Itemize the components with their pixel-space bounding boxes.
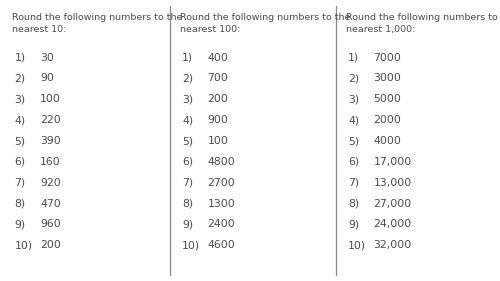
Text: Round the following numbers to the
nearest 1,000:: Round the following numbers to the neare… — [346, 13, 500, 34]
Text: 90: 90 — [40, 73, 54, 83]
Text: 700: 700 — [208, 73, 229, 83]
Text: 10): 10) — [14, 240, 32, 250]
Text: 5): 5) — [348, 136, 359, 146]
Text: 400: 400 — [208, 53, 229, 63]
Text: 9): 9) — [182, 219, 193, 229]
Text: 5): 5) — [14, 136, 26, 146]
Text: 24,000: 24,000 — [374, 219, 412, 229]
Text: 7): 7) — [14, 178, 26, 188]
Text: 100: 100 — [208, 136, 229, 146]
Text: 960: 960 — [40, 219, 61, 229]
Text: 4000: 4000 — [374, 136, 402, 146]
Text: 2): 2) — [182, 73, 193, 83]
Text: 390: 390 — [40, 136, 61, 146]
Text: 5000: 5000 — [374, 94, 402, 104]
Text: 9): 9) — [348, 219, 359, 229]
Text: Round the following numbers to the
nearest 10:: Round the following numbers to the neare… — [12, 13, 183, 34]
Text: 920: 920 — [40, 178, 61, 188]
Text: 9): 9) — [14, 219, 26, 229]
Text: 1300: 1300 — [208, 199, 236, 209]
Text: 220: 220 — [40, 115, 61, 125]
Text: 10): 10) — [348, 240, 366, 250]
Text: 6): 6) — [348, 157, 359, 167]
Text: 900: 900 — [208, 115, 229, 125]
Text: 6): 6) — [14, 157, 26, 167]
Text: 2700: 2700 — [208, 178, 236, 188]
Text: 1): 1) — [182, 53, 193, 63]
Text: 4600: 4600 — [208, 240, 236, 250]
Text: 32,000: 32,000 — [374, 240, 412, 250]
Text: 10): 10) — [182, 240, 200, 250]
Text: 13,000: 13,000 — [374, 178, 412, 188]
Text: 7000: 7000 — [374, 53, 402, 63]
Text: 2000: 2000 — [374, 115, 402, 125]
Text: 8): 8) — [182, 199, 193, 209]
Text: 200: 200 — [208, 94, 229, 104]
Text: 200: 200 — [40, 240, 61, 250]
Text: 3): 3) — [182, 94, 193, 104]
Text: 3): 3) — [14, 94, 26, 104]
Text: 100: 100 — [40, 94, 61, 104]
Text: 160: 160 — [40, 157, 61, 167]
Text: 3000: 3000 — [374, 73, 402, 83]
Text: Round the following numbers to the
nearest 100:: Round the following numbers to the neare… — [180, 13, 350, 34]
Text: 7): 7) — [182, 178, 193, 188]
Text: 3): 3) — [348, 94, 359, 104]
Text: 6): 6) — [182, 157, 193, 167]
Text: 17,000: 17,000 — [374, 157, 412, 167]
Text: 1): 1) — [348, 53, 359, 63]
Text: 1): 1) — [14, 53, 26, 63]
Text: 30: 30 — [40, 53, 54, 63]
Text: 2): 2) — [348, 73, 359, 83]
Text: 7): 7) — [348, 178, 359, 188]
Text: 4): 4) — [14, 115, 26, 125]
Text: 8): 8) — [14, 199, 26, 209]
Text: 2): 2) — [14, 73, 26, 83]
Text: 4): 4) — [348, 115, 359, 125]
Text: 2400: 2400 — [208, 219, 236, 229]
Text: 4): 4) — [182, 115, 193, 125]
Text: 5): 5) — [182, 136, 193, 146]
Text: 4800: 4800 — [208, 157, 236, 167]
Text: 8): 8) — [348, 199, 359, 209]
Text: 470: 470 — [40, 199, 61, 209]
Text: 27,000: 27,000 — [374, 199, 412, 209]
